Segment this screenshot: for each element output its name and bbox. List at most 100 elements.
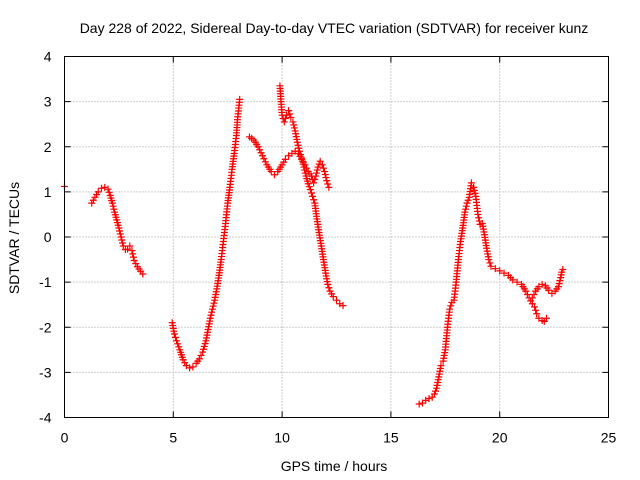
x-tick-label: 15 [383, 430, 399, 446]
x-tick-label: 20 [492, 430, 508, 446]
data-point [297, 151, 305, 159]
data-point [309, 192, 317, 200]
data-point [290, 121, 298, 129]
data-point [174, 340, 182, 348]
x-tick-label: 0 [61, 430, 69, 446]
data-point [336, 300, 344, 308]
data-point [261, 158, 269, 166]
data-point [173, 337, 181, 345]
data-point [118, 236, 126, 244]
data-point [446, 305, 454, 313]
x-tick-label: 25 [601, 430, 617, 446]
data-point [171, 333, 179, 341]
data-point [129, 253, 137, 261]
data-point [267, 168, 275, 176]
data-point [415, 400, 423, 408]
data-point [461, 208, 469, 216]
data-point [197, 351, 205, 359]
data-point [324, 180, 332, 188]
data-point [132, 260, 140, 268]
data-point [310, 179, 318, 187]
data-point [209, 302, 217, 310]
data-point [186, 364, 194, 372]
data-point [559, 265, 567, 273]
data-point [321, 171, 329, 179]
data-point [447, 302, 455, 310]
data-point [323, 177, 331, 185]
data-point [285, 107, 293, 115]
data-point [538, 280, 546, 288]
data-point [312, 172, 320, 180]
data-point [313, 169, 321, 177]
data-point [298, 157, 306, 165]
data-point [104, 185, 112, 193]
data-point [533, 310, 541, 318]
data-point [555, 280, 563, 288]
data-point [115, 224, 123, 232]
data-point [324, 280, 332, 288]
data-point [462, 205, 470, 213]
data-point [470, 186, 478, 194]
y-tick-label: 3 [44, 94, 52, 110]
data-point [175, 343, 183, 351]
data-point [471, 189, 479, 197]
data-point [117, 233, 125, 241]
data-point [475, 214, 483, 222]
y-tick-label: 1 [44, 184, 52, 200]
data-point [105, 188, 113, 196]
data-point [130, 256, 138, 264]
x-tick-label: 10 [274, 430, 290, 446]
data-point [206, 314, 214, 322]
data-point [139, 270, 147, 278]
data-point [325, 183, 333, 191]
data-point [339, 302, 347, 310]
data-point [195, 355, 203, 363]
data-point [313, 166, 321, 174]
data-point [260, 155, 268, 163]
data-point [301, 169, 309, 177]
data-point [126, 242, 134, 250]
data-point [496, 267, 504, 275]
data-point [189, 363, 197, 371]
data-point [523, 291, 531, 299]
x-tick-label: 5 [169, 430, 177, 446]
data-point [509, 276, 517, 284]
data-point [322, 174, 330, 182]
data-point [467, 179, 475, 187]
y-axis-label: SDTVAR / TECUs [6, 182, 22, 294]
data-point [530, 291, 538, 299]
data-point [289, 118, 297, 126]
data-point [542, 314, 550, 322]
data-point [296, 147, 304, 155]
data-point [470, 183, 478, 191]
data-point [281, 115, 289, 123]
data-point [299, 160, 307, 168]
data-point [128, 247, 136, 255]
data-point [532, 306, 540, 314]
data-point [119, 239, 127, 247]
data-point [462, 202, 470, 210]
data-point [109, 202, 117, 210]
data-point [485, 256, 493, 264]
y-tick-label: -4 [39, 410, 52, 426]
data-point [236, 95, 244, 103]
data-point [119, 242, 127, 250]
y-tick-label: -2 [39, 319, 52, 335]
data-point [300, 163, 308, 171]
data-point [208, 305, 216, 313]
data-point [290, 124, 298, 132]
data-point [301, 166, 309, 174]
data-point [170, 330, 178, 338]
data-point [295, 144, 303, 152]
data-point [316, 157, 324, 165]
data-point [287, 113, 295, 121]
data-point [116, 227, 124, 235]
grid-lines [64, 56, 609, 418]
data-point [129, 250, 137, 258]
data-point [531, 303, 539, 311]
y-tick-label: -1 [39, 274, 52, 290]
y-tick-label: 2 [44, 139, 52, 155]
data-point [329, 293, 337, 301]
data-point [293, 138, 301, 146]
